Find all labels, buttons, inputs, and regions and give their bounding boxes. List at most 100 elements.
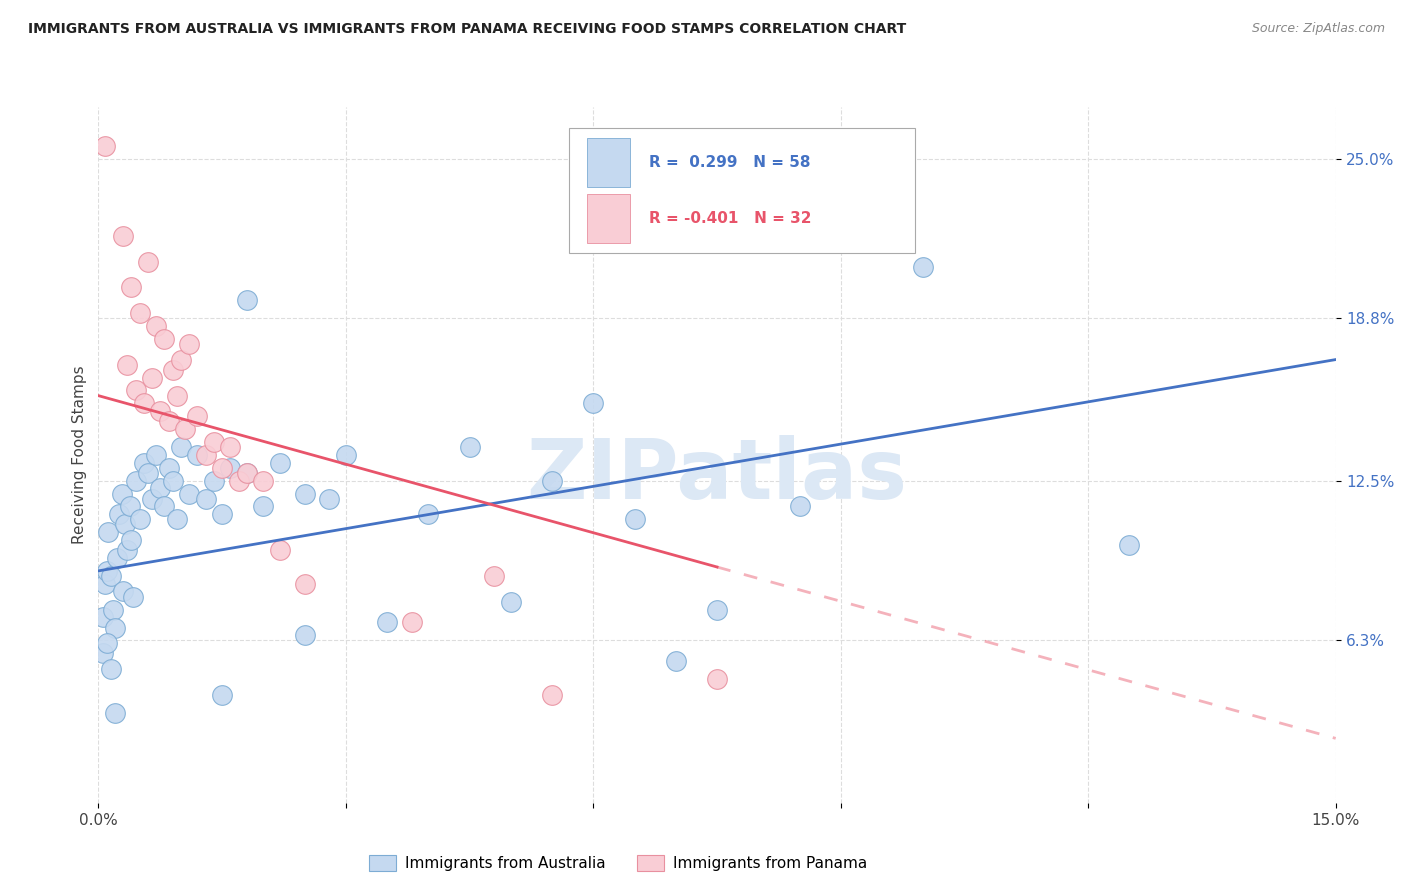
Point (665, 654, 688, 668)
Point (112, 228, 135, 243)
Point (252, 474, 274, 488)
Point (94, 576, 117, 591)
Point (132, 456, 155, 470)
FancyBboxPatch shape (568, 128, 915, 253)
Point (124, 474, 146, 488)
Point (458, 440, 481, 454)
Point (401, 615, 423, 630)
Point (117, 358, 139, 372)
Point (236, 466, 259, 480)
Point (96, 564, 118, 578)
Point (236, 466, 259, 480)
Point (186, 448, 208, 462)
Point (294, 486, 316, 500)
Point (120, 533, 142, 547)
Point (157, 460, 180, 475)
Point (114, 517, 136, 532)
Point (236, 293, 259, 308)
Point (219, 440, 242, 454)
Point (1118, 538, 1140, 552)
Point (912, 260, 935, 274)
Point (202, 474, 225, 488)
Point (582, 396, 605, 410)
Point (141, 370, 163, 384)
Point (117, 543, 139, 558)
Point (269, 543, 291, 558)
Point (149, 482, 172, 496)
Point (211, 460, 233, 475)
Point (153, 500, 176, 514)
Point (294, 628, 316, 642)
Point (170, 440, 193, 454)
Point (91, 610, 114, 624)
Point (170, 352, 193, 367)
Point (174, 422, 197, 436)
FancyBboxPatch shape (588, 194, 630, 243)
Point (136, 466, 159, 480)
Point (100, 569, 122, 583)
Point (104, 621, 127, 635)
Text: IMMIGRANTS FROM AUSTRALIA VS IMMIGRANTS FROM PANAMA RECEIVING FOOD STAMPS CORREL: IMMIGRANTS FROM AUSTRALIA VS IMMIGRANTS … (28, 22, 907, 37)
Point (162, 474, 184, 488)
Point (269, 456, 291, 470)
Point (335, 448, 357, 462)
Y-axis label: Receiving Food Stamps: Receiving Food Stamps (72, 366, 87, 544)
Point (318, 491, 340, 506)
Point (252, 500, 274, 514)
Point (179, 337, 201, 351)
Point (153, 332, 176, 346)
Point (202, 435, 225, 450)
Text: Source: ZipAtlas.com: Source: ZipAtlas.com (1251, 22, 1385, 36)
Point (145, 319, 167, 334)
Point (128, 306, 150, 320)
FancyBboxPatch shape (588, 138, 630, 187)
Point (541, 688, 564, 702)
Point (179, 486, 201, 500)
Point (141, 491, 163, 506)
Point (166, 389, 188, 403)
Legend: Immigrants from Australia, Immigrants from Panama: Immigrants from Australia, Immigrants fr… (361, 847, 875, 879)
Point (149, 404, 172, 418)
Point (97, 525, 120, 540)
Text: R =  0.299   N = 58: R = 0.299 N = 58 (650, 155, 810, 170)
Point (157, 414, 180, 428)
Point (124, 384, 146, 398)
Point (706, 602, 728, 616)
Point (294, 576, 316, 591)
Point (120, 280, 142, 294)
Point (105, 551, 128, 566)
Point (103, 602, 125, 616)
Point (128, 512, 150, 526)
Point (375, 615, 398, 630)
Text: R = -0.401   N = 32: R = -0.401 N = 32 (650, 211, 811, 226)
Point (706, 672, 728, 686)
Point (194, 448, 217, 462)
Point (484, 569, 506, 583)
Point (194, 491, 217, 506)
Point (110, 486, 132, 500)
Point (132, 396, 155, 410)
Point (91, 646, 114, 660)
Point (211, 507, 233, 521)
Point (108, 507, 131, 521)
Point (96, 636, 118, 650)
Point (211, 688, 233, 702)
Point (112, 584, 135, 599)
Point (145, 448, 167, 462)
Point (418, 507, 440, 521)
Point (118, 500, 141, 514)
Point (122, 590, 145, 604)
Point (228, 474, 250, 488)
Point (541, 474, 564, 488)
Point (104, 706, 127, 720)
Point (219, 460, 242, 475)
Point (162, 363, 184, 377)
Point (94, 138, 117, 153)
Point (789, 500, 811, 514)
Point (166, 512, 188, 526)
Point (136, 254, 159, 268)
Point (100, 662, 122, 676)
Point (186, 409, 208, 424)
Text: ZIPatlas: ZIPatlas (527, 435, 907, 516)
Point (499, 595, 522, 609)
